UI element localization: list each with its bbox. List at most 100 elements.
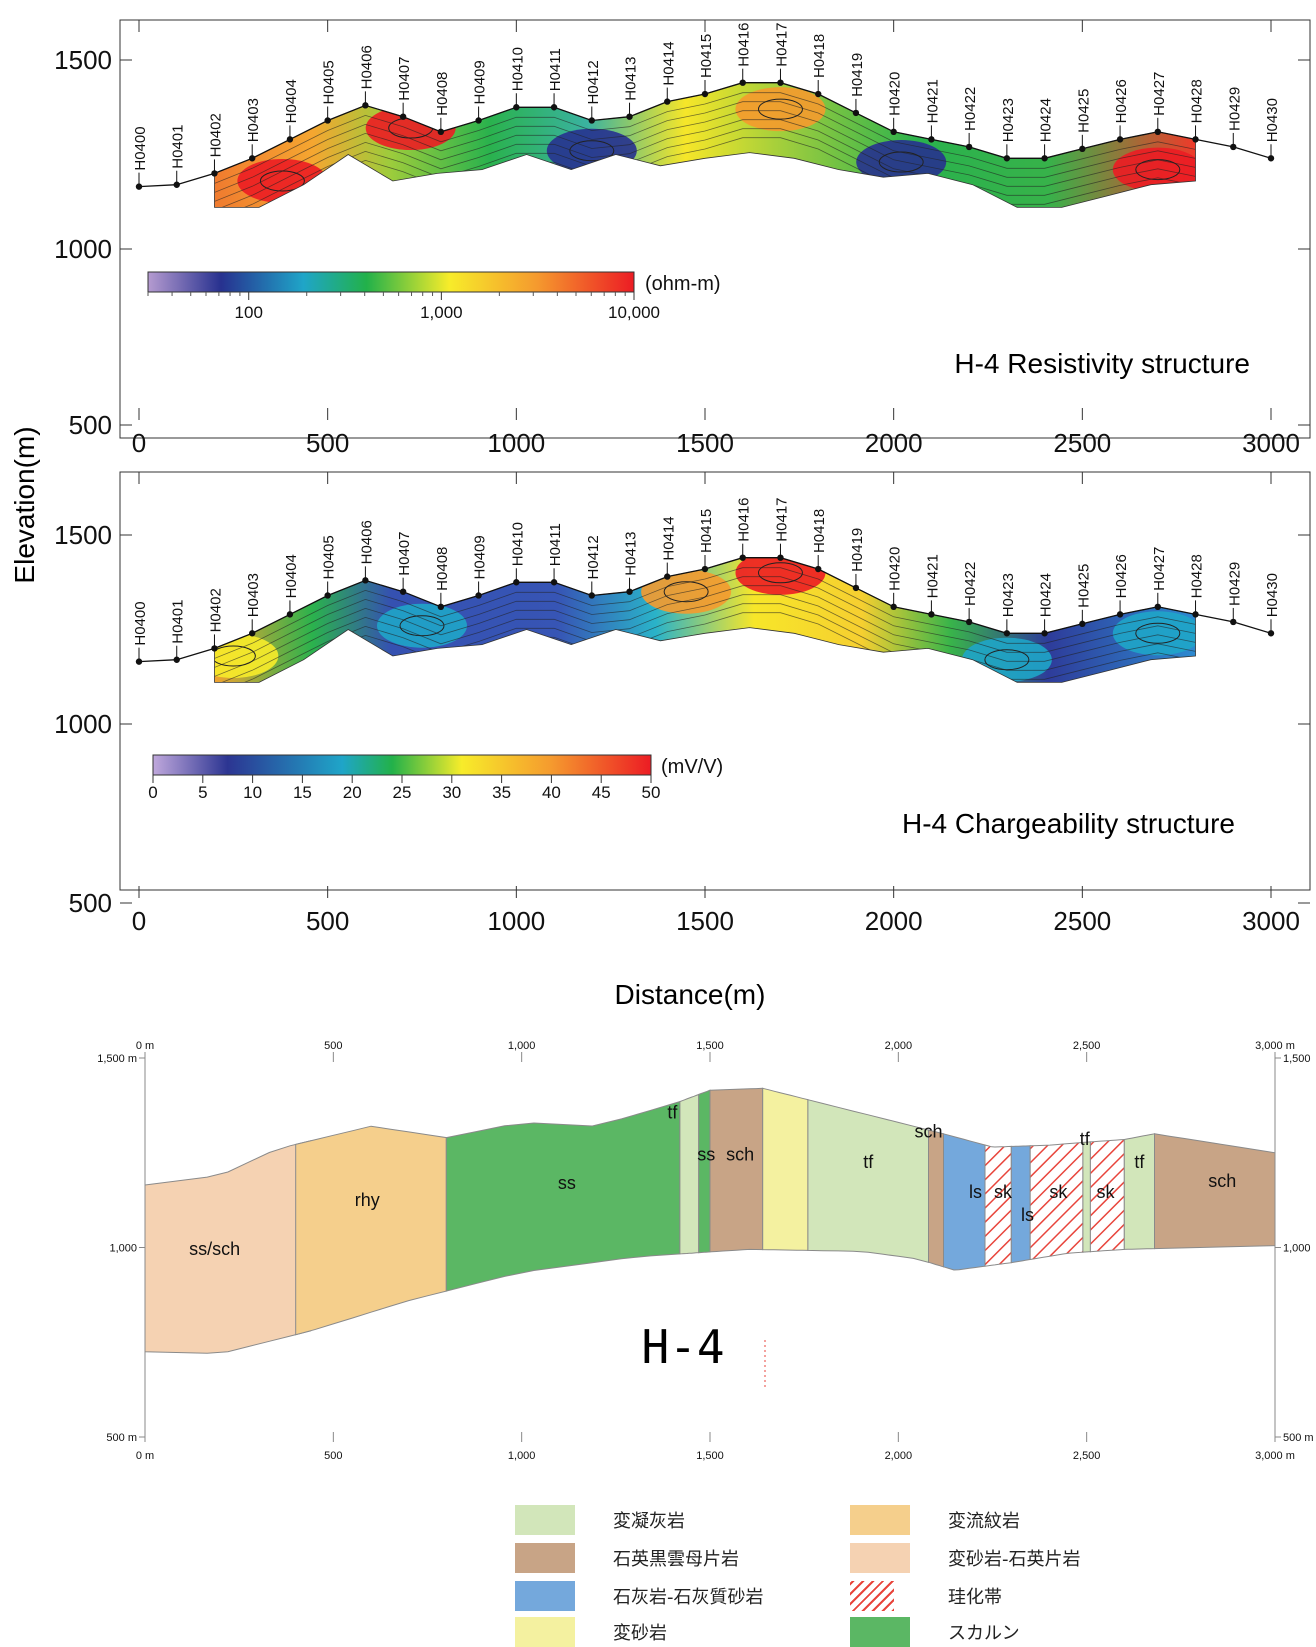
geology-panel: 0 m 0 m 500 500 1,000 1,000 1,500 1,500 2,000 2,0… xyxy=(97,1040,1313,1462)
station-label: H0416 xyxy=(736,22,753,66)
contour-line xyxy=(1135,622,1181,644)
station-label: H0400 xyxy=(132,126,149,170)
legend-label: 変凝灰岩 xyxy=(613,1511,685,1532)
station-label: H0414 xyxy=(660,516,677,560)
station-label: H0411 xyxy=(547,48,564,91)
x-tick-label: 1500 xyxy=(676,906,734,936)
colorbar-tick-label: 30 xyxy=(442,783,461,802)
x-tick-label: 3000 xyxy=(1242,906,1300,936)
station-label: H0420 xyxy=(887,72,904,116)
resistivity-x-ticks: 0 500 1000 1500 2000 2500 3000 xyxy=(132,20,1300,458)
station-label: H0422 xyxy=(962,87,979,131)
resistivity-colorbar: (ohm-m) 100 1,000 10,000 xyxy=(147,271,721,322)
geology-unit-label: rhy xyxy=(355,1190,380,1210)
resistivity-y-ticks: 500 1000 1500 xyxy=(54,45,1310,440)
anomaly-blob xyxy=(1112,611,1196,656)
station-label: H0408 xyxy=(434,72,451,116)
station-label: H0409 xyxy=(472,535,489,579)
legend-label: 変流紋岩 xyxy=(948,1511,1020,1532)
station-label: H0407 xyxy=(396,531,413,575)
chargeability-x-ticks: 0 500 1000 1500 2000 2500 3000 xyxy=(132,472,1300,936)
resistivity-plot-frame xyxy=(119,19,1311,439)
geology-unit-label: ss xyxy=(558,1173,576,1193)
y-tick-label: 500 xyxy=(69,410,112,440)
section-fill xyxy=(214,557,1196,683)
station-label: H0424 xyxy=(1038,573,1055,617)
geology-x-tick-label: 1,000 xyxy=(508,1450,536,1462)
legend-label: スカルン xyxy=(948,1623,1020,1644)
station-label: H0429 xyxy=(1226,87,1243,131)
contour-line xyxy=(214,585,1196,677)
station-label: H0424 xyxy=(1038,98,1055,142)
geology-unit xyxy=(1082,1141,1091,1253)
y-tick-label: 1000 xyxy=(54,709,112,739)
contour-line xyxy=(214,92,1196,184)
station-label: H0410 xyxy=(509,522,526,566)
legend-item-sandstone: 変砂岩 xyxy=(515,1617,667,1647)
geology-unit-label: sch xyxy=(726,1144,754,1164)
contour-line xyxy=(399,615,445,637)
colorbar-tick-label: 1,000 xyxy=(420,303,463,322)
x-tick-label: 500 xyxy=(306,428,349,458)
legend-label: 石灰岩-石灰質砂岩 xyxy=(613,1587,764,1608)
station-label: H0402 xyxy=(207,588,224,632)
geology-y-tick-label: 1,000 xyxy=(109,1243,137,1255)
geology-x-tick-label: 2,000 xyxy=(885,1450,913,1462)
resistivity-title: H-4 Resistivity structure xyxy=(954,348,1250,379)
station-label: H0406 xyxy=(358,520,375,564)
geology-x-tick-label: 3,000 m xyxy=(1255,1040,1295,1052)
geology-x-tick-label: 1,500 xyxy=(696,1040,724,1052)
geology-legend: 変凝灰岩 変流紋岩 石英黒雲母片岩 変砂岩-石英片岩 石灰岩-石灰質砂岩 珪化帯… xyxy=(515,1505,1135,1647)
station-label: H0416 xyxy=(736,497,753,541)
contour-line xyxy=(569,140,615,162)
station-label: H0402 xyxy=(207,113,224,157)
y-tick-label: 1500 xyxy=(54,520,112,550)
station-label: H0414 xyxy=(660,41,677,85)
geology-unit-label: sch xyxy=(1208,1171,1236,1191)
x-tick-label: 1000 xyxy=(487,428,545,458)
geology-x-tick-label: 500 xyxy=(324,1450,342,1462)
x-tick-label: 2500 xyxy=(1053,428,1111,458)
y-tick-label: 1500 xyxy=(54,45,112,75)
station-label: H0423 xyxy=(1000,98,1017,142)
station-label: H0400 xyxy=(132,601,149,645)
station-label: H0426 xyxy=(1113,79,1130,123)
legend-swatch xyxy=(515,1543,575,1573)
contour-line xyxy=(757,562,803,584)
legend-label: 変砂岩 xyxy=(613,1623,667,1644)
contour-line xyxy=(214,567,1196,659)
geology-unit-label: tf xyxy=(863,1152,874,1172)
x-axis-label: Distance(m) xyxy=(615,979,766,1010)
contour-line xyxy=(984,649,1030,671)
colorbar-tick-label: 25 xyxy=(393,783,412,802)
geology-y-tick-label: 1,000 xyxy=(1283,1243,1311,1255)
x-tick-label: 2000 xyxy=(865,906,923,936)
station-label: H0405 xyxy=(321,535,338,579)
colorbar-bar xyxy=(152,754,652,776)
x-tick-label: 2000 xyxy=(865,428,923,458)
colorbar-tick-label: 10 xyxy=(243,783,262,802)
colorbar-tick-label: 20 xyxy=(343,783,362,802)
colorbar-bar xyxy=(147,271,635,293)
station-label: H0408 xyxy=(434,547,451,591)
contour-line xyxy=(214,594,1196,683)
legend-item-schist: 石英黒雲母片岩 xyxy=(515,1543,739,1573)
geology-unit-label: tf xyxy=(667,1103,678,1123)
geology-unit-label: ls xyxy=(1021,1205,1034,1225)
station-label: H0401 xyxy=(170,125,187,169)
x-tick-label: 1500 xyxy=(676,428,734,458)
colorbar-tick-label: 15 xyxy=(293,783,312,802)
geology-unit-label: sk xyxy=(994,1182,1013,1202)
colorbar-tick-label: 35 xyxy=(492,783,511,802)
geology-axes: 0 m 0 m 500 500 1,000 1,000 1,500 1,500 2,000 2,0… xyxy=(97,1040,1313,1462)
geology-x-tick-label: 2,000 xyxy=(885,1040,913,1052)
station-label: H0430 xyxy=(1264,573,1281,617)
station-label: H0418 xyxy=(811,34,828,78)
contour-line xyxy=(214,101,1196,193)
contour-line xyxy=(757,98,803,120)
chargeability-colorbar: (mV/V) 0 5 10 15 20 25 30 35 40 45 50 xyxy=(148,754,723,802)
legend-label: 珪化帯 xyxy=(948,1587,1002,1608)
anomaly-blob xyxy=(856,140,947,185)
contour-line xyxy=(214,576,1196,668)
